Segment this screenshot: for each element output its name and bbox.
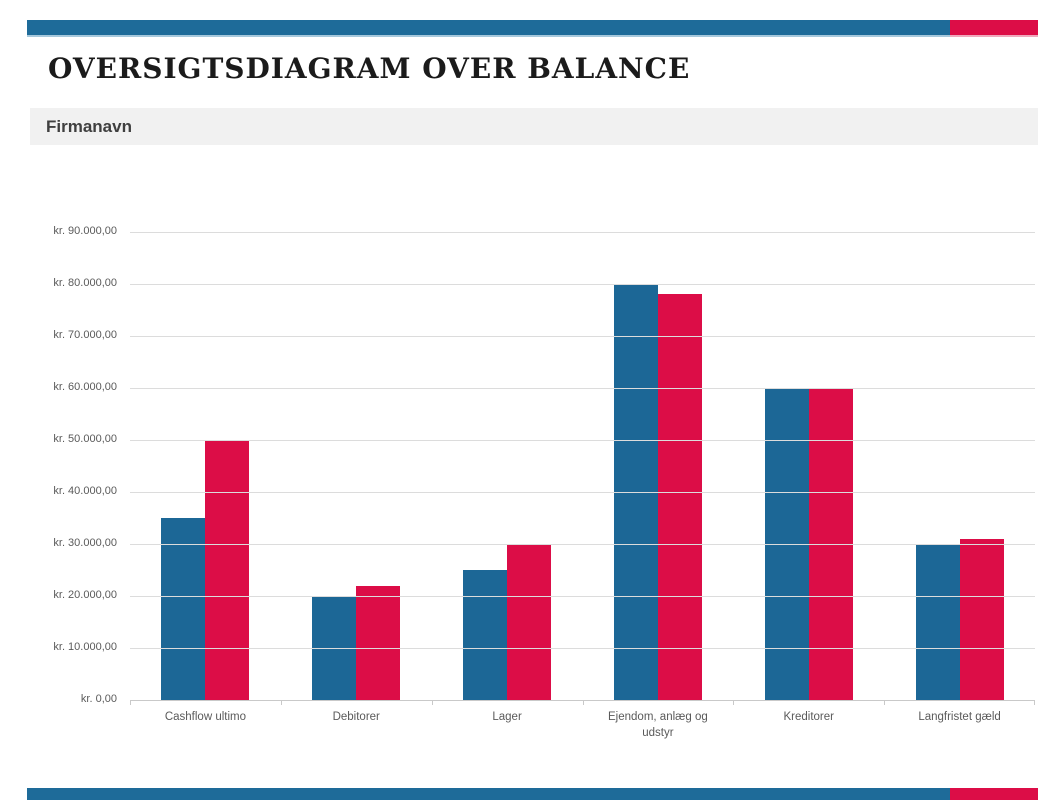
gridline — [130, 648, 1035, 649]
gridline — [130, 544, 1035, 545]
plot-area — [130, 232, 1035, 705]
y-tick-label: kr. 30.000,00 — [53, 537, 117, 549]
bar-blue — [915, 544, 960, 700]
y-tick-label: kr. 60.000,00 — [53, 381, 117, 393]
bar-red — [657, 294, 702, 700]
y-tick-label: kr. 90.000,00 — [53, 225, 117, 237]
x-tick-label: Cashflow ultimo — [164, 711, 246, 723]
bar-group — [582, 232, 733, 700]
bar-blue — [463, 570, 508, 700]
x-tick-label: Ejendom, anlæg og udstyr — [608, 711, 708, 739]
y-tick-label: kr. 10.000,00 — [53, 641, 117, 653]
x-axis-tick — [1034, 700, 1035, 705]
bottom-banner-blue-segment — [27, 788, 950, 800]
bar-red — [959, 538, 1004, 700]
x-axis-tick — [431, 700, 433, 705]
bar-group — [281, 232, 432, 700]
bar-red — [507, 544, 552, 700]
y-tick-label: kr. 70.000,00 — [53, 329, 117, 341]
gridline — [130, 336, 1035, 337]
bar-group — [130, 232, 281, 700]
x-tick-label: Langfristet gæld — [918, 711, 1001, 723]
bar-group — [733, 232, 884, 700]
x-tick-label: Lager — [492, 711, 522, 723]
top-banner-red-segment — [950, 20, 1038, 37]
x-tick-label: Kreditorer — [783, 711, 834, 723]
y-tick-label: kr. 20.000,00 — [53, 589, 117, 601]
gridline — [130, 440, 1035, 441]
x-axis-tick — [582, 700, 584, 705]
top-banner-blue-segment — [27, 20, 950, 37]
bar-red — [356, 585, 401, 700]
y-axis-labels: kr. 90.000,00 kr. 80.000,00 kr. 70.000,00 k… — [0, 225, 117, 705]
x-tick-label: Debitorer — [332, 711, 380, 723]
y-tick-label: kr. 50.000,00 — [53, 433, 117, 445]
y-tick-label: kr. 40.000,00 — [53, 485, 117, 497]
y-tick-label: kr. 0,00 — [80, 693, 117, 705]
bar-blue — [161, 518, 206, 700]
x-axis-tick — [733, 700, 735, 705]
gridline — [130, 492, 1035, 493]
x-axis-labels: Cashflow ultimo Debitorer Lager Ejendom, an… — [130, 710, 1035, 741]
y-tick-label: kr. 80.000,00 — [53, 277, 117, 289]
bar-red — [205, 440, 250, 700]
gridline — [130, 232, 1035, 233]
bottom-accent-banner — [27, 788, 1038, 800]
bar-groups — [130, 232, 1035, 700]
company-name: Firmanavn — [46, 116, 132, 136]
page-title: OVERSIGTSDIAGRAM OVER BALANCE — [48, 52, 691, 85]
gridline — [130, 388, 1035, 389]
x-axis-tick — [884, 700, 886, 705]
bar-group — [884, 232, 1035, 700]
gridline — [130, 596, 1035, 597]
company-band: Firmanavn — [30, 108, 1038, 145]
x-axis-tick — [130, 700, 131, 705]
gridline — [130, 284, 1035, 285]
bottom-banner-red-segment — [950, 788, 1038, 800]
top-accent-banner — [27, 20, 1038, 37]
bar-group — [432, 232, 583, 700]
x-axis-tick — [280, 700, 282, 705]
